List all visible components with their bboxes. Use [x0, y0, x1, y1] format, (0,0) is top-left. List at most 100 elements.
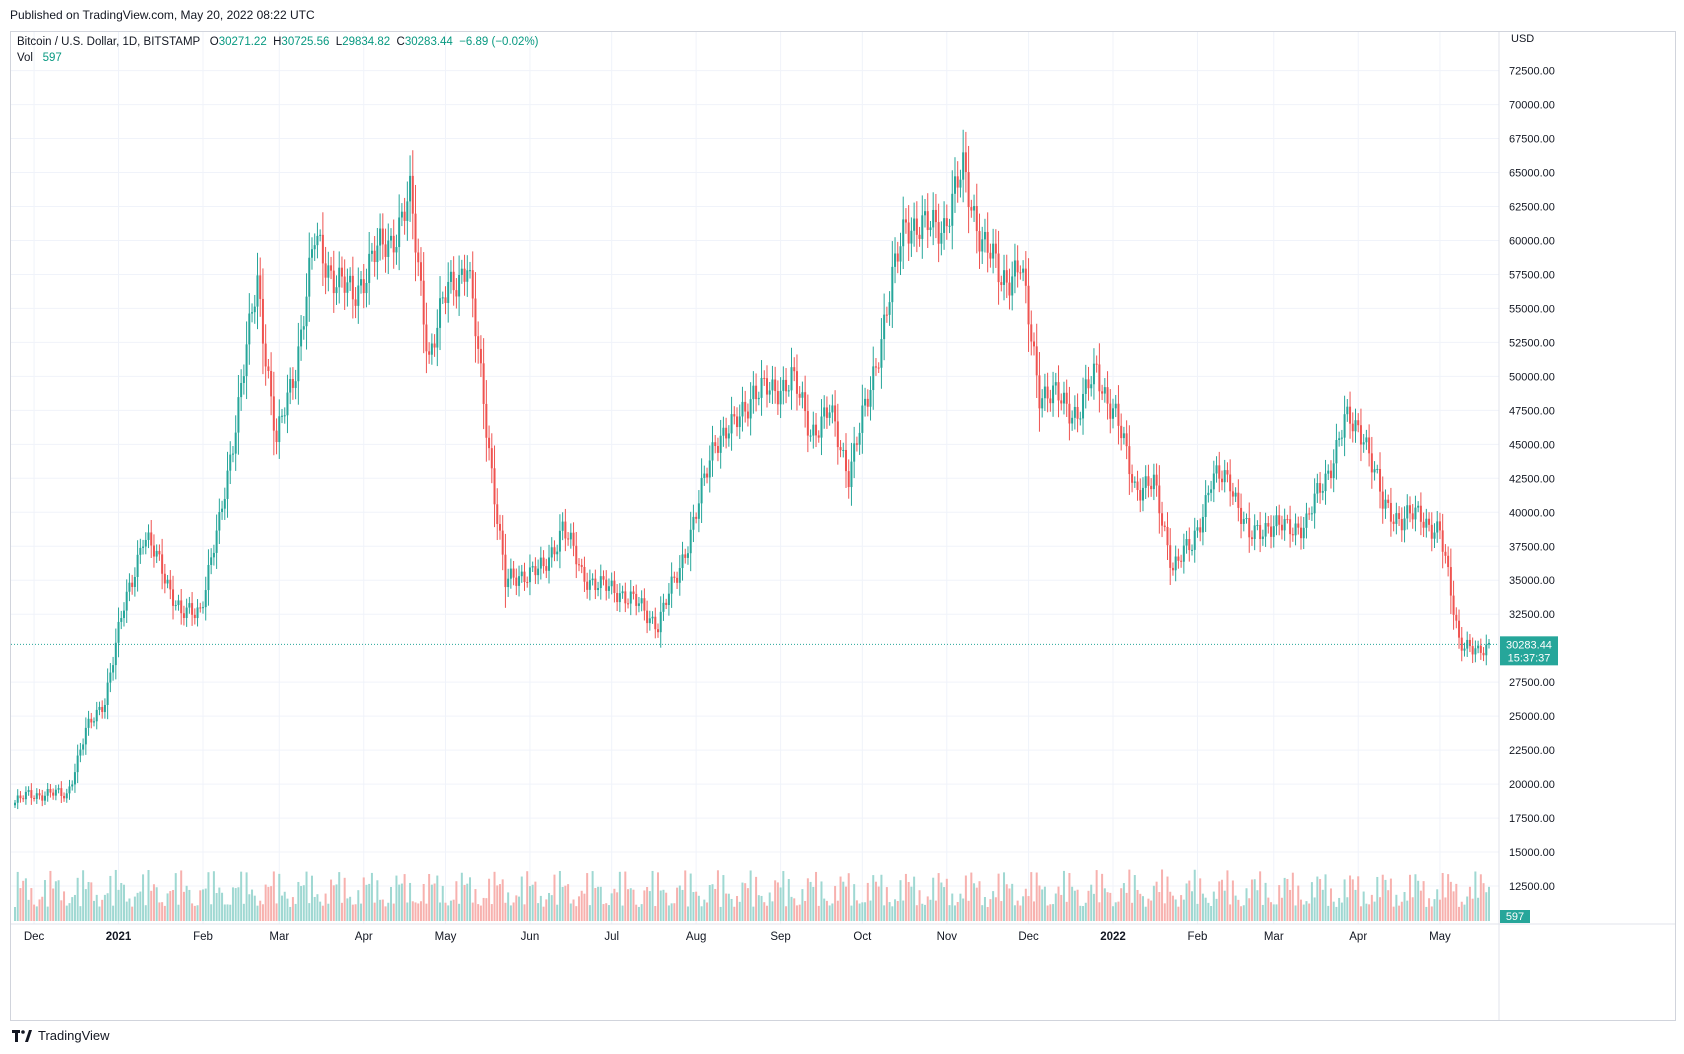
volume-bar [836, 900, 839, 921]
candle-body [106, 682, 109, 705]
volume-bar [1117, 901, 1120, 921]
candle-body [727, 433, 730, 439]
volume-bar [291, 897, 294, 921]
candle-body [648, 618, 651, 624]
price-tick-label: 20000.00 [1509, 779, 1555, 791]
candle-body [686, 553, 689, 558]
volume-bar [142, 874, 145, 921]
candle-body [836, 421, 839, 448]
candle-body [1302, 527, 1305, 539]
volume-bar [643, 890, 646, 921]
candle-body [392, 235, 395, 253]
candle-body [199, 607, 202, 609]
volume-bar [1234, 895, 1237, 921]
volume-bar [395, 875, 398, 921]
open-value: 30271.22 [218, 36, 267, 48]
candle-body [1032, 341, 1035, 347]
candle-body [57, 788, 60, 790]
volume-bar [256, 905, 259, 921]
volume-bar [381, 899, 384, 921]
volume-bar [485, 898, 488, 921]
volume-bar [310, 875, 313, 921]
candle-body [553, 547, 556, 555]
volume-bar [1305, 901, 1308, 921]
volume-bar [1161, 869, 1164, 921]
volume-bar [782, 871, 785, 921]
volume-bar [264, 884, 267, 921]
volume-bar [553, 874, 556, 921]
candle-body [1117, 403, 1120, 426]
candle-body [1408, 505, 1411, 514]
volume-bar [989, 899, 992, 921]
volume-bar [1101, 873, 1104, 921]
candle-body [425, 324, 428, 352]
price-tick-label: 25000.00 [1509, 711, 1555, 723]
volume-bar [182, 891, 185, 921]
candle-body [1212, 473, 1215, 490]
candle-body [518, 576, 521, 586]
time-axis[interactable]: Dec 2021 Feb Mar Apr May Jun Jul Aug Sep Oct Nov Dec… [11, 923, 1675, 943]
candle-body [1343, 414, 1346, 438]
candle-body [896, 253, 899, 262]
candle-body [428, 351, 431, 355]
volume-bar [1163, 903, 1166, 921]
volume-bar [103, 894, 106, 921]
candle-body [471, 270, 474, 299]
candle-body [959, 179, 962, 188]
volume-bar [874, 881, 877, 921]
candle-body [1003, 270, 1006, 285]
symbol-label[interactable]: Bitcoin / U.S. Dollar, 1D, BITSTAMP [17, 36, 201, 48]
volume-bar [940, 882, 943, 921]
volume-bar [1286, 878, 1289, 921]
volume-bar [708, 885, 711, 921]
volume-bar [1082, 906, 1085, 921]
volume-bar [706, 902, 709, 921]
volume-bar [221, 892, 224, 921]
candle-body [1253, 525, 1256, 540]
candle-body [1381, 491, 1384, 509]
volume-bar [1068, 873, 1071, 921]
volume-bar [398, 884, 401, 921]
volume-bar [1032, 901, 1035, 921]
candle-body [24, 791, 27, 800]
volume-bar [349, 896, 352, 921]
volume-bar [654, 906, 657, 921]
candle-body [191, 603, 194, 615]
volume-bar [22, 880, 25, 921]
volume-bar [1414, 874, 1417, 921]
volume-bar [1188, 880, 1191, 921]
candle-body [245, 344, 248, 377]
candle-body [943, 218, 946, 233]
volume-bar [463, 884, 466, 921]
candle-body [891, 266, 894, 303]
candle-body [1131, 474, 1134, 483]
volume-bar [1283, 877, 1286, 921]
candle-body [240, 383, 243, 398]
candle-body [869, 390, 872, 407]
candle-body [1460, 637, 1463, 651]
volume-bar [714, 888, 717, 921]
volume-bar [428, 874, 431, 921]
volume-bar [1308, 903, 1311, 921]
footer-brand[interactable]: TradingView [12, 1028, 110, 1043]
candle-body [842, 449, 845, 451]
volume-bar [548, 892, 551, 921]
candle-body [458, 274, 461, 297]
candle-body [343, 276, 346, 293]
candle-body [1278, 515, 1281, 525]
volume-bar [54, 881, 57, 921]
volume-bar [926, 896, 929, 921]
candle-body [1250, 537, 1253, 540]
volume-label[interactable]: Vol [17, 52, 33, 64]
volume-bar [719, 906, 722, 921]
candle-body [68, 786, 71, 794]
volume-bar [433, 883, 436, 921]
volume-bar [834, 885, 837, 921]
candle-body [98, 706, 101, 710]
volume-bar [667, 905, 670, 921]
price-chart[interactable]: USD 72500.00 70000.00 67500.00 65000.00 62500… [11, 32, 1675, 1020]
candle-body [635, 593, 638, 606]
chart-pane[interactable]: USD 72500.00 70000.00 67500.00 65000.00 62500… [10, 31, 1676, 1021]
candle-body [1144, 476, 1147, 488]
price-axis[interactable]: USD 72500.00 70000.00 67500.00 65000.00 62500… [11, 32, 1558, 1020]
